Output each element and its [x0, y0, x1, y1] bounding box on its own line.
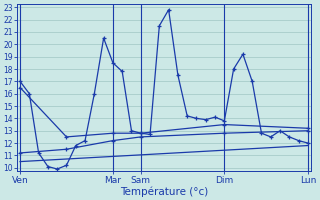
X-axis label: Température (°c): Température (°c): [120, 186, 208, 197]
